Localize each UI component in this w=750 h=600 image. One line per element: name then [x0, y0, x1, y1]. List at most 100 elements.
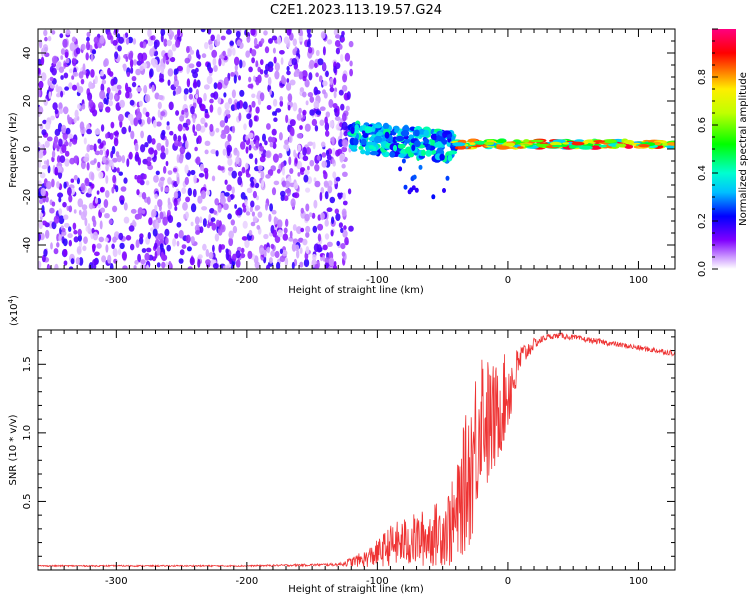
spectrogram-cell-1374 — [185, 152, 192, 160]
spectrogram-cell-347 — [51, 178, 55, 188]
spectrogram-cell-1623 — [332, 103, 338, 109]
spectrogram-cell-885 — [51, 201, 56, 207]
spectrogram-cell-1679 — [316, 244, 322, 253]
spectrogram-cell-1262 — [168, 260, 172, 269]
spectrogram-cell-1600 — [157, 109, 161, 118]
spectrogram-cell-327 — [38, 232, 41, 242]
spectrogram-cell-1527 — [312, 253, 317, 261]
snr-y-ticks: 0.5 1.0 1.5 — [22, 336, 675, 557]
spectrogram-cell-2166 — [530, 139, 544, 143]
spectrogram-cell-1332 — [274, 70, 280, 80]
spectrogram-cell-512 — [68, 226, 72, 232]
spectrogram-cell-1575 — [166, 244, 171, 252]
snr-panel: -300 -200 -100 0 100 0.5 1.0 1.5 Height of str… — [7, 295, 676, 595]
spectrogram-cell-1082 — [270, 243, 275, 249]
spectrogram-cell-188 — [246, 187, 253, 194]
spectrogram-cell-524 — [86, 36, 90, 42]
spectrogram-cell-471 — [343, 225, 347, 231]
spectrogram-cell-1483 — [269, 142, 274, 148]
spectrogram-cell-1181 — [302, 155, 309, 162]
spectrogram-cell-1462 — [41, 204, 45, 214]
spectrogram-cell-729 — [224, 102, 230, 110]
spectrogram-cell-1263 — [186, 78, 191, 88]
spectrogram-cell-1160 — [229, 257, 233, 265]
spectrogram-cell-1172 — [250, 180, 255, 188]
spectrogram-cell-2207 — [523, 139, 530, 143]
spectrogram-cell-556 — [271, 209, 277, 215]
spectrogram-cell-929 — [278, 132, 283, 141]
spectrogram-cell-580 — [200, 29, 206, 33]
spectrogram-cell-384 — [260, 59, 264, 66]
spectrogram-cell-1022 — [298, 35, 304, 42]
spectrogram-cell-748 — [173, 133, 178, 142]
spectrogram-cell-1530 — [225, 251, 230, 261]
spectrogram-cell-844 — [255, 76, 260, 86]
spectrogram-cell-146 — [71, 138, 78, 145]
spectrogram-cell-1484 — [219, 120, 226, 128]
spectrogram-cell-1179 — [121, 251, 127, 261]
spectrogram-cell-1386 — [257, 98, 262, 106]
spectrogram-cell-1956 — [354, 124, 359, 131]
x-tick-label: 0 — [505, 275, 511, 286]
spectrogram-cell-265 — [260, 38, 265, 44]
spectrogram-cell-1089 — [99, 149, 104, 156]
spectrogram-cell-336 — [112, 205, 118, 213]
spectrogram-cell-862 — [201, 53, 207, 59]
spectrogram-cell-2196 — [496, 145, 510, 150]
spectrogram-cell-1606 — [302, 238, 308, 246]
spectrogram-cell-455 — [201, 206, 208, 211]
spectrogram-cell-1465 — [112, 236, 117, 243]
spectrogram-cell-1645 — [169, 130, 174, 136]
spectrogram-cell-1270 — [126, 71, 130, 77]
spectrogram-cell-774 — [324, 116, 328, 125]
spectrogram-cell-202 — [131, 81, 137, 88]
spectrogram-cell-472 — [41, 164, 48, 170]
spectrogram-cell-617 — [202, 218, 207, 228]
spectrogram-y-label: Frequency (Hz) — [8, 112, 19, 188]
spectrogram-cell-205 — [297, 172, 301, 177]
spectrogram-cell-1429 — [156, 142, 162, 151]
spectrogram-cell-1210 — [212, 263, 219, 269]
spectrogram-cell-1111 — [311, 212, 316, 219]
spectrogram-cell-9 — [155, 170, 160, 176]
spectrogram-cell-1091 — [73, 174, 78, 181]
spectrogram-cell-1012 — [272, 98, 278, 107]
y-tick-label: -40 — [22, 237, 33, 253]
spectrogram-cell-170 — [327, 185, 333, 194]
spectrogram-cell-433 — [251, 100, 256, 108]
spectrogram-cell-958 — [69, 42, 76, 52]
spectrogram-cell-977 — [63, 214, 69, 220]
spectrogram-cell-1198 — [83, 156, 90, 163]
spectrogram-cell-383 — [248, 118, 253, 128]
spectrogram-cell-483 — [307, 46, 313, 54]
spectrogram-cell-1229 — [259, 155, 266, 163]
spectrogram-cell-579 — [123, 63, 127, 72]
spectrogram-cell-1610 — [182, 133, 187, 142]
spectrogram-cell-61 — [64, 222, 70, 228]
spectrogram-cell-1516 — [94, 75, 98, 84]
spectrogram-cell-884 — [133, 117, 139, 127]
spectrogram-cell-1524 — [222, 265, 226, 269]
spectrogram-cell-1485 — [290, 127, 295, 137]
spectrogram-cell-1382 — [265, 202, 268, 211]
spectrogram-cell-809 — [210, 34, 215, 42]
spectrogram-cell-1147 — [118, 89, 122, 95]
spectrogram-cell-609 — [190, 203, 197, 213]
spectrogram-cell-632 — [288, 134, 293, 144]
spectrogram-cell-568 — [328, 99, 334, 108]
spectrogram-cell-264 — [276, 261, 281, 269]
spectrogram-cell-268 — [244, 239, 250, 249]
spectrogram-cell-193 — [42, 119, 47, 125]
spectrogram-cell-1396 — [341, 251, 346, 257]
spectrogram-cell-1501 — [127, 113, 134, 122]
spectrogram-cell-1083 — [302, 91, 307, 98]
spectrogram-cell-1291 — [211, 222, 217, 231]
spectrogram-cell-680 — [284, 257, 289, 267]
spectrogram-cell-1123 — [250, 29, 256, 36]
spectrogram-cell-1341 — [213, 82, 218, 90]
spectrogram-cell-1494 — [156, 246, 161, 256]
spectrogram-cell-822 — [159, 243, 164, 252]
spectrogram-cell-1825 — [358, 145, 364, 150]
spectrogram-cell-1365 — [277, 229, 283, 238]
